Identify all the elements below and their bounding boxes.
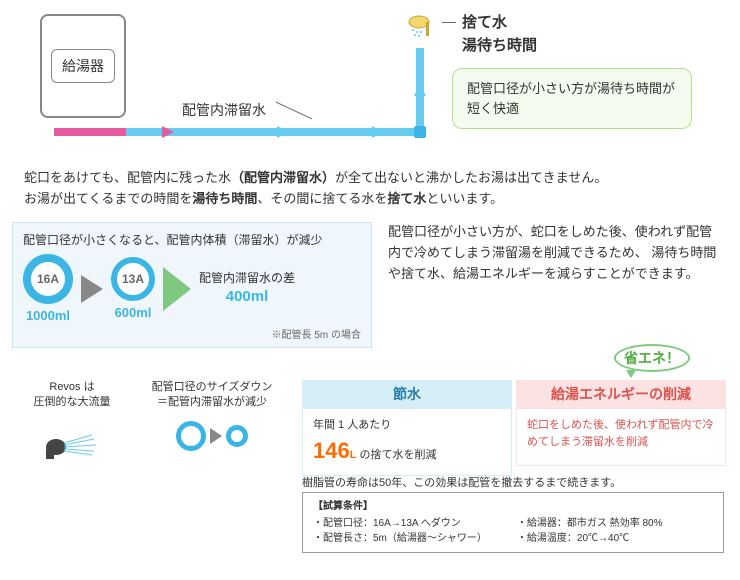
arrow-right-icon <box>81 275 103 303</box>
flow-arrow-icon <box>162 126 174 138</box>
revos-text: 圧倒的な大流量 <box>12 395 132 410</box>
cond-title: 【試算条件】 <box>313 499 713 514</box>
saving-tail: の捨て水を削減 <box>356 449 436 461</box>
note-5m: ※配管長 5m の場合 <box>272 326 361 341</box>
eco-badge: 省エネ！ <box>614 344 690 372</box>
conditions-box: 【試算条件】 ・配管口径：16A→13A へダウン ・配管長さ：5m（給湯器～シ… <box>302 492 724 553</box>
revos-column: Revos は 圧倒的な大流量 <box>12 380 132 467</box>
lifetime-note: 樹脂管の寿命は50年、この効果は配管を撤去するまで続きます。 <box>302 474 621 490</box>
desc-text: が全て出ないと沸かしたお湯は出てきません。 <box>335 170 607 185</box>
cond-item: ・給湯温度：20℃→40℃ <box>517 531 663 546</box>
box-body: 蛇口をしめた後、使われず配管内で冷めてしまう滞留水を削減 <box>516 408 726 466</box>
desc-text: 、その間に捨てる水を <box>257 191 387 206</box>
diff-label: 配管内滞留水の差 400ml <box>199 270 295 308</box>
hot-pipe <box>54 128 126 136</box>
stagnant-water-label: 配管内滞留水 <box>182 100 266 120</box>
cond-item: ・配管口径：16A→13A へダウン <box>313 516 487 531</box>
shower-spray-icon <box>44 417 100 461</box>
cond-item: ・給湯器：都市ガス 熱効率 80% <box>517 516 663 531</box>
desc-bold: （配管内滞留水） <box>231 170 335 185</box>
heater-label: 給湯器 <box>51 49 115 83</box>
mid-explanation: 配管口径が小さい方が、蛇口をしめた後、使われず配管内で冷めてしまう滞留湯を削減で… <box>388 222 724 284</box>
wait-time-label: 湯待ち時間 <box>462 35 537 58</box>
pipe-joint <box>414 126 426 138</box>
water-heater: 給湯器 <box>40 14 126 118</box>
sizedown-text: 配管口径のサイズダウン <box>142 380 282 395</box>
diff-text: 配管内滞留水の差 <box>199 270 295 287</box>
desc-bold: 捨て水 <box>387 191 426 206</box>
box-header: 節水 <box>302 380 512 408</box>
volume-13a: 600ml <box>115 305 152 320</box>
desc-bold: 湯待ち時間 <box>192 191 257 206</box>
flow-arrow-icon <box>372 126 384 138</box>
pipe-small-icon <box>226 425 248 447</box>
arrow-right-icon <box>210 428 222 444</box>
box-header: 給湯エネルギーの削減 <box>516 380 726 408</box>
shower-icon <box>407 14 437 44</box>
sizedown-text: ＝配管内滞留水が減少 <box>142 395 282 410</box>
flow-arrow-up-icon <box>414 84 426 96</box>
desc-text: お湯が出てくるまでの時間を <box>24 191 192 206</box>
volbox-title: 配管口径が小さくなると、配管内体積（滞留水）が減少 <box>23 231 361 248</box>
cond-item: ・配管長さ：5m（給湯器～シャワー） <box>313 531 487 546</box>
volume-16a: 1000ml <box>26 308 70 323</box>
diff-value: 400ml <box>199 286 295 307</box>
desc-text: といいます。 <box>426 191 503 206</box>
saving-number: 146 <box>313 438 350 463</box>
description: 蛇口をあけても、配管内に残った水（配管内滞留水）が全て出ないと沸かしたお湯は出て… <box>24 168 724 210</box>
label-line <box>442 22 456 23</box>
desc-text: 蛇口をあけても、配管内に残った水 <box>24 170 231 185</box>
flow-arrow-icon <box>277 126 289 138</box>
pipe-large-icon <box>176 421 206 451</box>
speech-bubble: 配管口径が小さい方が湯待ち時間が短く快適 <box>452 68 692 129</box>
sizedown-column: 配管口径のサイズダウン ＝配管内滞留水が減少 <box>142 380 282 451</box>
energy-saving-box: 給湯エネルギーの削減 蛇口をしめた後、使われず配管内で冷めてしまう滞留水を削減 <box>516 380 726 476</box>
volume-comparison-box: 配管口径が小さくなると、配管内体積（滞留水）が減少 16A 1000ml 13A… <box>12 222 372 348</box>
arrow-right-green-icon <box>163 267 191 311</box>
top-right-labels: 捨て水 湯待ち時間 <box>462 12 537 57</box>
pipe-13a-icon: 13A <box>111 257 155 301</box>
label-line <box>276 102 313 120</box>
box-sub: 年間 1 人あたり <box>313 417 501 434</box>
water-saving-box: 節水 年間 1 人あたり 146L の捨て水を削減 <box>302 380 512 476</box>
throw-water-label: 捨て水 <box>462 12 537 35</box>
revos-text: Revos は <box>12 380 132 395</box>
pipe-16a-icon: 16A <box>23 254 73 304</box>
